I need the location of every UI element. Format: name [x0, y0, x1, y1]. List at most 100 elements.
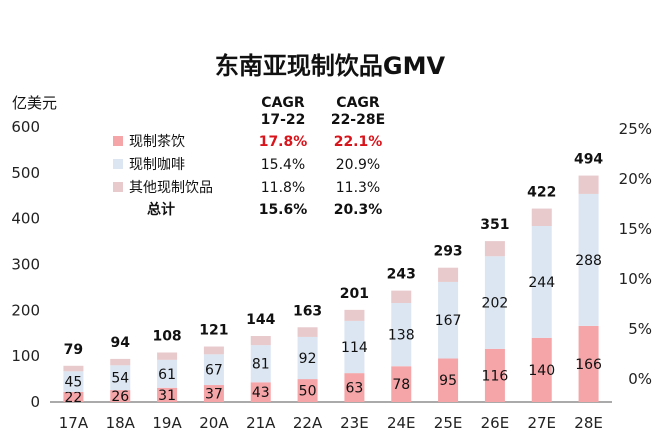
- bar-total-label: 79: [64, 342, 83, 358]
- x-tick-label: 26E: [481, 414, 510, 431]
- bar-segment-coffee: [578, 193, 599, 326]
- bar-segment-other: [63, 365, 84, 372]
- bar-segment-tea: [391, 366, 412, 402]
- x-tick-label: 28E: [574, 414, 603, 431]
- bar-segment-tea: [110, 390, 131, 402]
- segment-value-label: 43: [252, 385, 270, 401]
- bar-total-label: 144: [246, 312, 275, 328]
- cagr-total-17-22: 15.6%: [259, 202, 308, 218]
- cagr-header-2-line1: CAGR: [336, 95, 380, 111]
- bar-segment-other: [344, 309, 365, 321]
- bar-segment-other: [578, 175, 599, 194]
- chart-title: 东南亚现制饮品GMV: [215, 52, 446, 80]
- segment-value-label: 31: [158, 388, 176, 404]
- y-tick-label: 200: [11, 301, 40, 319]
- cagr-tea-22-28: 22.1%: [334, 134, 383, 150]
- cagr-other-22-28: 11.3%: [336, 180, 380, 196]
- bar-segment-tea: [157, 387, 178, 402]
- bar-segment-other: [157, 352, 178, 360]
- segment-value-label: 95: [439, 373, 457, 389]
- segment-value-label: 202: [482, 296, 509, 312]
- segment-value-label: 114: [341, 340, 368, 356]
- segment-value-label: 116: [482, 368, 509, 384]
- y-tick-label: 500: [11, 164, 40, 182]
- bar-segment-other: [250, 336, 271, 346]
- x-tick-label: 22A: [293, 414, 323, 431]
- bar-total-label: 422: [527, 185, 556, 201]
- legend-label-coffee: 现制咖啡: [129, 157, 185, 173]
- segment-value-label: 140: [528, 363, 555, 379]
- legend-swatch-coffee: [113, 159, 123, 169]
- bar-segment-other: [484, 241, 505, 257]
- bar-segment-coffee: [63, 371, 84, 392]
- bar-segment-other: [203, 346, 224, 355]
- segment-value-label: 50: [299, 384, 317, 400]
- bar-segment-tea: [250, 382, 271, 402]
- segment-value-label: 81: [252, 357, 270, 373]
- cagr-header-2-line2: 22-28E: [331, 112, 385, 128]
- x-tick-label: 18A: [106, 414, 136, 431]
- bar-segment-coffee: [297, 336, 318, 380]
- x-tick-label: 20A: [199, 414, 229, 431]
- x-tick-label: 23E: [340, 414, 369, 431]
- segment-value-label: 26: [111, 389, 129, 405]
- y-axis-unit: 亿美元: [12, 94, 57, 112]
- bar-segment-other: [110, 358, 131, 366]
- bar-segment-other: [531, 208, 552, 226]
- bar-total-label: 201: [340, 286, 369, 302]
- segment-value-label: 138: [388, 328, 415, 344]
- bar-segment-tea: [578, 325, 599, 402]
- bar-total-label: 121: [199, 323, 228, 339]
- bar-segment-coffee: [531, 226, 552, 338]
- x-tick-label: 27E: [527, 414, 556, 431]
- x-tick-label: 19A: [152, 414, 182, 431]
- segment-value-label: 67: [205, 363, 223, 379]
- cagr-coffee-17-22: 15.4%: [261, 157, 305, 173]
- segment-value-label: 22: [65, 390, 83, 406]
- bar-segment-coffee: [203, 354, 224, 386]
- bar-total-label: 163: [293, 303, 322, 319]
- y2-tick-label: 15%: [619, 220, 652, 238]
- bar-segment-coffee: [250, 345, 271, 383]
- bar-segment-other: [297, 327, 318, 337]
- segment-value-label: 54: [111, 371, 129, 387]
- legend-swatch-other: [113, 182, 123, 192]
- cagr-total-22-28: 20.3%: [334, 202, 383, 218]
- bar-total-label: 243: [387, 267, 416, 283]
- bar-segment-tea: [531, 337, 552, 402]
- cagr-other-17-22: 11.8%: [261, 180, 305, 196]
- bar-segment-coffee: [110, 365, 131, 391]
- segment-value-label: 166: [575, 357, 602, 373]
- legend-swatch-tea: [113, 136, 123, 146]
- y2-tick-label: 25%: [619, 120, 652, 138]
- legend-label-tea: 现制茶饮: [129, 134, 185, 150]
- y2-tick-label: 20%: [619, 170, 652, 188]
- bar-total-label: 351: [480, 217, 509, 233]
- y2-tick-label: 10%: [619, 270, 652, 288]
- y-tick-label: 100: [11, 347, 40, 365]
- bar-segment-other: [438, 267, 459, 282]
- y-tick-label: 600: [11, 118, 40, 136]
- bar-segment-coffee: [438, 281, 459, 359]
- segment-value-label: 61: [158, 367, 176, 383]
- cagr-coffee-22-28: 20.9%: [336, 157, 380, 173]
- x-tick-label: 24E: [387, 414, 416, 431]
- bar-total-label: 293: [433, 244, 462, 260]
- x-tick-label: 17A: [59, 414, 89, 431]
- bar-total-label: 108: [152, 329, 181, 345]
- legend-label-other: 其他现制饮品: [129, 180, 213, 196]
- segment-value-label: 92: [299, 351, 317, 367]
- y-tick-label: 300: [11, 256, 40, 274]
- segment-value-label: 63: [346, 381, 364, 397]
- y-tick-label: 0: [30, 393, 40, 411]
- bar-segment-coffee: [391, 303, 412, 367]
- legend-label-total: 总计: [147, 201, 175, 218]
- bar-segment-tea: [438, 358, 459, 402]
- cagr-header-1-line2: 17-22: [261, 112, 306, 128]
- bar-segment-tea: [63, 391, 84, 402]
- bar-segment-tea: [344, 373, 365, 402]
- bar-segment-tea: [297, 379, 318, 402]
- segment-value-label: 167: [435, 313, 462, 329]
- bar-segment-other: [391, 290, 412, 303]
